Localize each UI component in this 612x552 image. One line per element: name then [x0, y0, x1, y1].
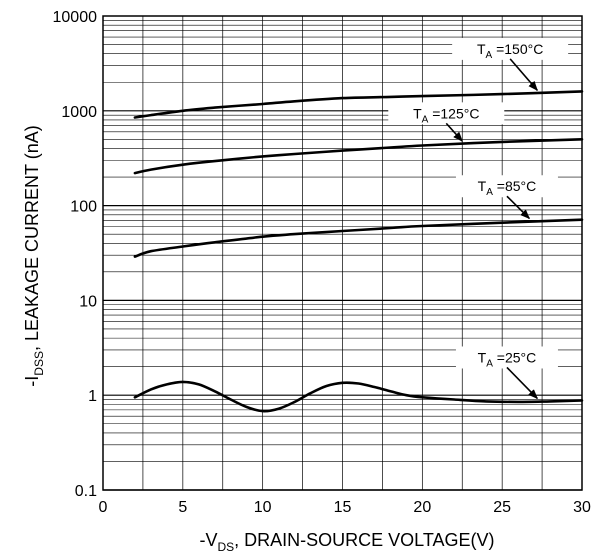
x-axis-label: -VDS, DRAIN-SOURCE VOLTAGE(V) — [199, 530, 494, 552]
series-label-arrow — [445, 122, 463, 142]
series-label-box — [455, 175, 558, 198]
y-tick-label: 10 — [79, 293, 97, 310]
y-tick-label: 0.1 — [75, 483, 97, 500]
series-label-suffix: =150°C — [492, 41, 543, 57]
y-axis-label: -IDSS, LEAKAGE CURRENT (nA) — [22, 125, 46, 386]
y-tick-label: 10000 — [53, 9, 98, 26]
series-label-arrow — [506, 366, 538, 400]
series-label-sub: A — [422, 114, 429, 125]
series-label-prefix: T — [477, 41, 486, 57]
series-line — [133, 380, 584, 413]
series-line — [133, 218, 584, 258]
series-label-box — [452, 37, 569, 60]
x-tick-label: 0 — [99, 499, 108, 516]
x-axis-label-prefix: -V — [199, 530, 217, 550]
x-axis-label-suffix: , DRAIN-SOURCE VOLTAGE(V) — [234, 530, 494, 550]
y-tick-label: 1000 — [61, 104, 97, 121]
x-tick-label: 5 — [178, 499, 187, 516]
y-tick-label: 1 — [88, 388, 97, 405]
series-label-box — [388, 102, 505, 125]
series-line — [133, 138, 584, 175]
x-tick-label: 15 — [334, 499, 352, 516]
series-label-suffix: =85°C — [493, 178, 536, 194]
y-axis-label-prefix: -I — [22, 376, 42, 387]
series-label-suffix: =125°C — [428, 105, 479, 121]
series-label-prefix: T — [478, 178, 487, 194]
series-label-arrow — [509, 58, 538, 92]
series-label-sub: A — [486, 358, 493, 369]
series-label-sub: A — [486, 187, 493, 198]
x-tick-label: 10 — [254, 499, 272, 516]
ticks-group: 0 5 10 15 20 25 30 0.1 1 10 100 1000 10000 — [53, 9, 592, 516]
series-label-prefix: T — [413, 105, 422, 121]
series-label-arrow — [506, 195, 531, 220]
series-group — [133, 90, 584, 413]
series-label: TA =150°C — [477, 41, 543, 61]
y-axis-label-sub: DSS — [32, 351, 46, 376]
series-label-sub: A — [486, 50, 493, 61]
series-label: TA =25°C — [478, 349, 537, 369]
x-tick-label: 25 — [493, 499, 511, 516]
series-label-prefix: T — [478, 349, 487, 365]
annotations-group: TA =150°CTA =125°CTA =85°CTA =25°C — [388, 37, 569, 400]
series-label-suffix: =25°C — [493, 349, 536, 365]
x-tick-label: 30 — [573, 499, 591, 516]
series-label-box — [455, 346, 558, 369]
series-line — [133, 90, 584, 119]
series-label: TA =125°C — [413, 105, 479, 125]
series-label: TA =85°C — [478, 178, 537, 198]
x-tick-label: 20 — [413, 499, 431, 516]
grid — [102, 15, 583, 491]
y-axis-label-suffix: , LEAKAGE CURRENT (nA) — [22, 125, 42, 351]
y-tick-label: 100 — [70, 199, 97, 216]
x-axis-label-sub: DS — [217, 540, 234, 552]
